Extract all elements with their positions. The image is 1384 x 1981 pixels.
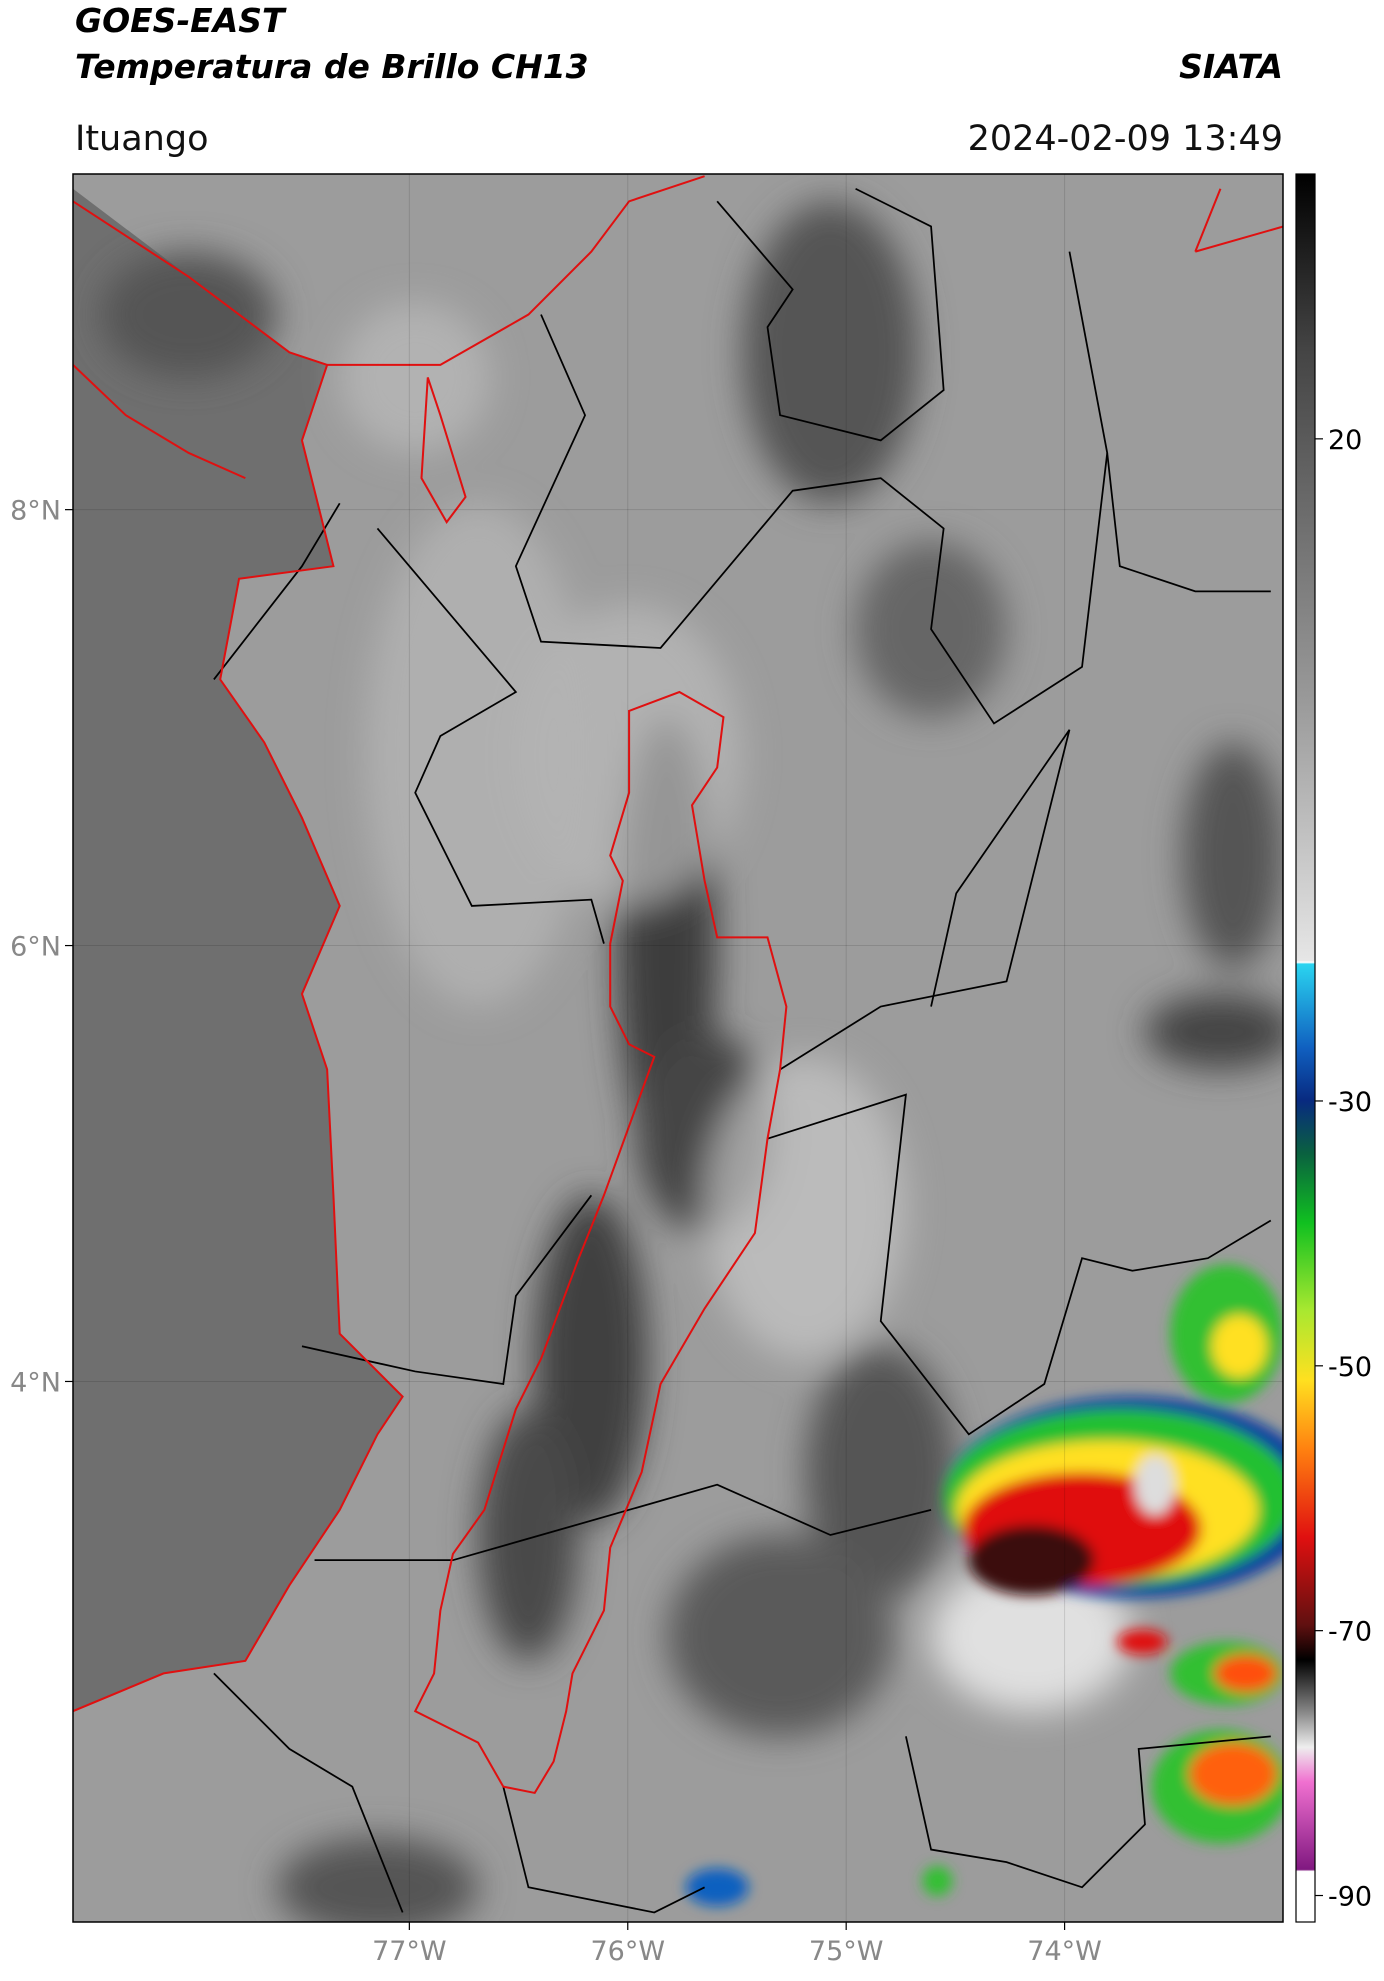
colorbar-tick-label: -90 xyxy=(1328,1882,1372,1913)
region: Ituango xyxy=(75,119,209,159)
datetime: 2024-02-09 13:49 xyxy=(968,119,1283,159)
colorbar-tick-label: -50 xyxy=(1328,1352,1372,1383)
y-tick-label: 8°N xyxy=(10,496,61,527)
title: GOES-EAST xyxy=(75,1,287,40)
map-frame xyxy=(72,173,1284,1923)
source: SIATA xyxy=(1179,47,1283,86)
x-tick-label: 76°W xyxy=(590,1936,665,1967)
y-tick-label: 4°N xyxy=(10,1367,61,1398)
x-tick-label: 77°W xyxy=(372,1936,447,1967)
colorbar-tick-label: -70 xyxy=(1328,1617,1372,1648)
x-tick-label: 75°W xyxy=(809,1936,884,1967)
x-tick-label: 74°W xyxy=(1027,1936,1102,1967)
satellite-image xyxy=(73,174,1283,1922)
colorbar xyxy=(1295,173,1316,1923)
colorbar-tick-label: 20 xyxy=(1328,425,1362,456)
colorbar-tick-label: -30 xyxy=(1328,1087,1372,1118)
subtitle: Temperatura de Brillo CH13 xyxy=(75,47,589,86)
y-tick-label: 6°N xyxy=(10,932,61,963)
